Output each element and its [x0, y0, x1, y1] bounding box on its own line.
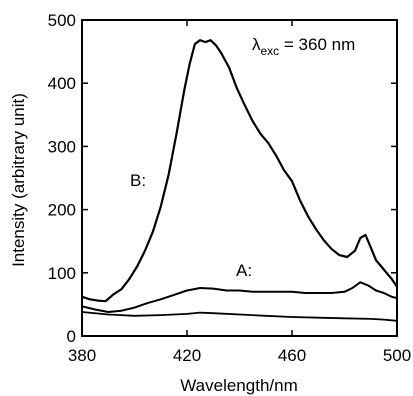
x-tick-label-500: 500 — [383, 346, 411, 365]
series-label-b: B: — [130, 171, 146, 190]
excitation-wavelength-annotation: λexc = 360 nm — [252, 35, 355, 58]
series-a-line — [81, 281, 398, 313]
y-tick-label-500: 500 — [48, 11, 76, 30]
annotation-value: = 360 nm — [279, 35, 355, 54]
plot-area — [81, 19, 398, 337]
series-lines — [80, 39, 399, 322]
lambda-subscript: exc — [261, 44, 280, 58]
y-tick-label-300: 300 — [48, 137, 76, 156]
y-tick-label-100: 100 — [48, 264, 76, 283]
series-b-line — [80, 39, 399, 303]
baseline-line — [81, 311, 398, 322]
y-tick-label-0: 0 — [67, 327, 76, 346]
series-label-a: A: — [236, 261, 252, 280]
axis-ticks: 380 420 460 500 0 100 200 300 400 500 — [48, 11, 412, 365]
y-tick-label-200: 200 — [48, 201, 76, 220]
x-tick-label-420: 420 — [173, 346, 201, 365]
x-tick-label-380: 380 — [68, 346, 96, 365]
labels-layer: Wavelength/nm Intensity (arbitrary unit)… — [9, 35, 355, 395]
y-tick-label-400: 400 — [48, 74, 76, 93]
y-axis-title: Intensity (arbitrary unit) — [9, 93, 28, 267]
x-tick-label-460: 460 — [278, 346, 306, 365]
plot-frame — [81, 19, 398, 337]
x-axis-title: Wavelength/nm — [180, 376, 297, 395]
lambda-symbol: λ — [252, 35, 261, 54]
